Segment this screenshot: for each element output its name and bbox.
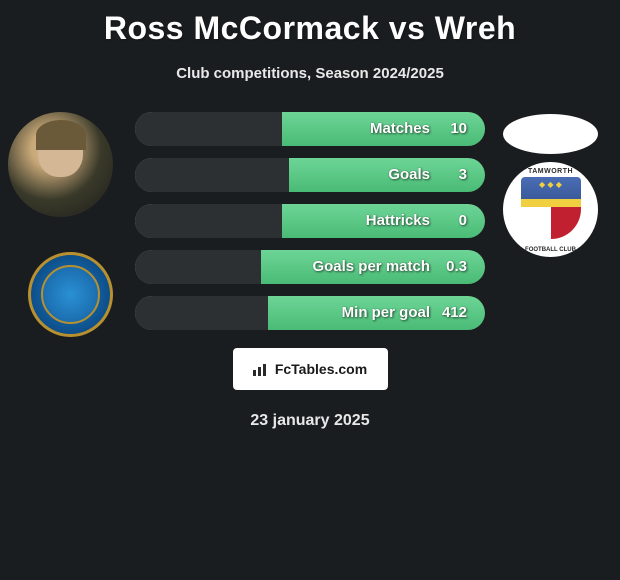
stat-label: Goals: [135, 158, 430, 192]
bar-chart-icon: [253, 362, 271, 376]
stat-bar: Matches 10: [135, 112, 485, 146]
club-right-name-top: TAMWORTH: [528, 168, 573, 175]
stat-value: 10: [450, 112, 467, 146]
club-badge-right: TAMWORTH FOOTBALL CLUB: [503, 162, 598, 257]
stat-bar: Min per goal 412: [135, 296, 485, 330]
club-right-name-bottom: FOOTBALL CLUB: [525, 247, 576, 253]
stat-label: Hattricks: [135, 204, 430, 238]
stats-container: Matches 10 Goals 3 Hattricks 0 Goals per match…: [135, 112, 485, 330]
stat-value: 412: [442, 296, 467, 330]
stat-bar: Hattricks 0: [135, 204, 485, 238]
page-title: Ross McCormack vs Wreh: [0, 0, 620, 47]
watermark-text: FcTables.com: [275, 361, 367, 377]
date-label: 23 january 2025: [0, 412, 620, 430]
stat-value: 0: [459, 204, 467, 238]
subtitle: Club competitions, Season 2024/2025: [0, 65, 620, 82]
stat-label: Goals per match: [135, 250, 430, 284]
club-right-shield-icon: [521, 177, 581, 242]
stat-value: 0.3: [446, 250, 467, 284]
club-badge-left: [28, 252, 113, 337]
stat-bar: Goals per match 0.3: [135, 250, 485, 284]
watermark-badge: FcTables.com: [233, 348, 388, 390]
stat-value: 3: [459, 158, 467, 192]
player-left-photo: [8, 112, 113, 217]
player-right-photo-placeholder: [503, 114, 598, 154]
stat-bar: Goals 3: [135, 158, 485, 192]
stat-label: Matches: [135, 112, 430, 146]
stat-label: Min per goal: [135, 296, 430, 330]
comparison-area: TAMWORTH FOOTBALL CLUB Matches 10 Goals 3 Ha…: [0, 112, 620, 330]
